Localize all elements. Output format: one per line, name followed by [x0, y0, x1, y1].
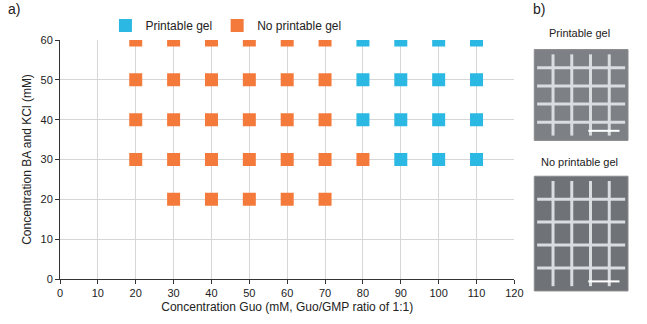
svg-text:Printable gel: Printable gel: [145, 19, 212, 33]
svg-text:90: 90: [395, 287, 407, 299]
svg-text:No printable gel: No printable gel: [257, 19, 341, 33]
svg-text:Concentration BA and KCl (mM): Concentration BA and KCl (mM): [20, 74, 34, 245]
svg-text:60: 60: [41, 34, 53, 46]
svg-text:120: 120: [505, 287, 523, 299]
svg-text:110: 110: [468, 287, 486, 299]
svg-text:60: 60: [281, 287, 293, 299]
svg-text:10: 10: [92, 287, 104, 299]
svg-text:0: 0: [57, 287, 63, 299]
svg-text:No printable gel: No printable gel: [541, 156, 618, 168]
svg-text:Concentration Guo (mM, Guo/GMP: Concentration Guo (mM, Guo/GMP ratio of …: [161, 300, 413, 314]
svg-text:40: 40: [41, 114, 53, 126]
svg-text:Printable gel: Printable gel: [549, 27, 610, 39]
svg-text:b): b): [533, 1, 545, 17]
svg-text:80: 80: [357, 287, 369, 299]
svg-text:40: 40: [205, 287, 217, 299]
svg-text:20: 20: [130, 287, 142, 299]
svg-text:70: 70: [319, 287, 331, 299]
svg-text:30: 30: [167, 287, 179, 299]
svg-text:100: 100: [429, 287, 447, 299]
svg-text:20: 20: [41, 193, 53, 205]
svg-text:30: 30: [41, 153, 53, 165]
svg-text:0: 0: [47, 273, 53, 285]
svg-text:a): a): [8, 1, 20, 17]
svg-text:50: 50: [41, 74, 53, 86]
svg-text:50: 50: [243, 287, 255, 299]
svg-text:10: 10: [41, 233, 53, 245]
